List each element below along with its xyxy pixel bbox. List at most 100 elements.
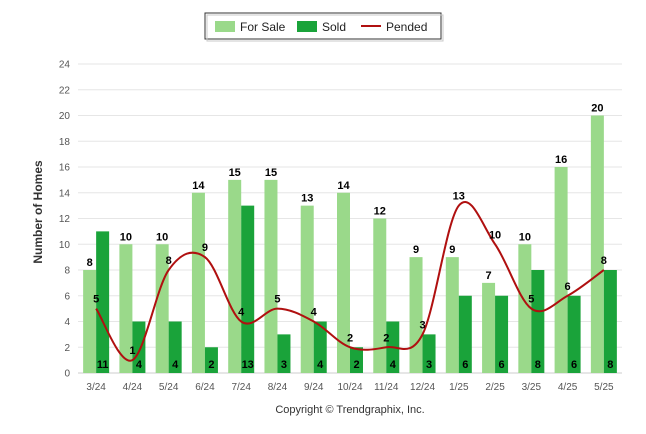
x-tick-label: 3/24	[86, 382, 106, 393]
label-for-sale: 15	[229, 167, 241, 179]
label-sold: 2	[353, 359, 359, 371]
pended-line-group	[95, 201, 605, 362]
label-sold: 4	[317, 359, 324, 371]
bar-sold	[132, 321, 146, 373]
bar-for-sale	[409, 257, 423, 373]
y-tick-label: 14	[59, 188, 71, 199]
label-pended: 8	[601, 255, 607, 267]
label-pended: 3	[419, 319, 425, 331]
legend-swatch-for-sale	[215, 21, 235, 32]
bars	[83, 115, 617, 373]
bar-sold	[458, 295, 472, 373]
y-tick-label: 18	[59, 137, 71, 148]
bar-for-sale	[228, 179, 242, 373]
y-tick-label: 22	[59, 85, 71, 96]
bar-for-sale	[590, 115, 604, 373]
legend-shadow	[206, 14, 444, 42]
copyright-footer: Copyright © Trendgraphix, Inc.	[275, 404, 424, 416]
x-tick-label: 5/25	[594, 382, 614, 393]
label-sold: 6	[571, 359, 577, 371]
x-tick-label: 8/24	[268, 382, 288, 393]
label-pended: 2	[347, 332, 353, 344]
label-for-sale: 16	[555, 154, 567, 166]
legend-box	[204, 12, 442, 40]
label-sold: 8	[535, 359, 541, 371]
y-tick-label: 0	[64, 369, 70, 380]
bar-sold	[277, 334, 291, 373]
bar-for-sale	[554, 167, 568, 373]
label-for-sale: 7	[486, 270, 492, 282]
label-pended: 5	[528, 294, 534, 306]
bar-for-sale	[119, 244, 133, 373]
label-pended: 2	[383, 332, 389, 344]
label-for-sale: 14	[337, 180, 350, 192]
label-sold: 13	[242, 359, 254, 371]
bar-sold	[204, 347, 218, 373]
bar-sold	[495, 295, 509, 373]
label-pended: 4	[311, 307, 318, 319]
label-for-sale: 15	[265, 167, 277, 179]
y-tick-label: 20	[59, 111, 71, 122]
label-pended: 5	[93, 294, 99, 306]
x-tick-label: 1/25	[449, 382, 469, 393]
bar-for-sale	[337, 192, 350, 373]
label-for-sale: 10	[156, 231, 168, 243]
x-tick-label: 9/24	[304, 382, 324, 393]
x-tick-label: 11/24	[374, 382, 399, 393]
x-tick-label: 4/25	[558, 382, 578, 393]
x-axis-ticks: 3/24 4/24 5/24 6/24 7/24 8/24 9/24 10/24 11/24 12…	[86, 382, 614, 393]
label-for-sale: 10	[519, 231, 531, 243]
label-for-sale: 9	[413, 244, 419, 256]
bar-sold	[96, 231, 110, 373]
pended-line	[95, 201, 605, 362]
label-sold: 6	[462, 359, 468, 371]
bar-for-sale	[83, 270, 97, 373]
label-for-sale: 14	[192, 180, 205, 192]
data-labels: 8111041041421513153134142124939676108166…	[87, 103, 614, 372]
y-tick-label: 24	[59, 60, 71, 71]
bar-for-sale	[373, 218, 387, 373]
bar-sold	[603, 270, 617, 373]
label-sold: 4	[136, 359, 143, 371]
y-tick-label: 10	[59, 240, 71, 251]
label-pended: 1	[129, 345, 135, 357]
y-tick-label: 8	[64, 266, 70, 277]
bar-sold	[241, 205, 255, 373]
bar-for-sale	[191, 192, 205, 373]
label-sold: 3	[426, 359, 432, 371]
x-tick-label: 12/24	[410, 382, 435, 393]
label-pended: 6	[565, 281, 571, 293]
legend-swatch-sold	[297, 21, 317, 32]
label-for-sale: 13	[301, 193, 313, 205]
label-pended: 10	[489, 229, 501, 241]
label-pended: 4	[238, 307, 245, 319]
bar-for-sale	[482, 282, 496, 373]
bar-sold	[313, 321, 327, 373]
bar-for-sale	[264, 179, 278, 373]
bar-for-sale	[445, 257, 459, 373]
legend: For Sale Sold Pended	[204, 12, 444, 42]
label-for-sale: 9	[449, 244, 455, 256]
bar-for-sale	[300, 205, 314, 373]
x-tick-label: 3/25	[522, 382, 542, 393]
legend-label-sold: Sold	[322, 20, 346, 34]
label-pended: 8	[166, 255, 172, 267]
label-sold: 3	[281, 359, 287, 371]
x-tick-label: 5/24	[159, 382, 179, 393]
label-sold: 8	[607, 359, 613, 371]
y-tick-label: 12	[59, 214, 71, 225]
label-pended: 13	[453, 191, 465, 203]
label-for-sale: 12	[374, 206, 386, 218]
y-tick-label: 16	[59, 163, 71, 174]
label-for-sale: 10	[120, 231, 132, 243]
label-sold: 11	[97, 359, 109, 371]
y-axis-label: Number of Homes	[31, 160, 45, 264]
bar-sold	[567, 295, 581, 373]
legend-label-for-sale: For Sale	[240, 20, 286, 34]
label-sold: 4	[390, 359, 397, 371]
y-tick-label: 6	[64, 291, 70, 302]
label-for-sale: 8	[87, 257, 93, 269]
y-tick-label: 4	[64, 317, 70, 328]
